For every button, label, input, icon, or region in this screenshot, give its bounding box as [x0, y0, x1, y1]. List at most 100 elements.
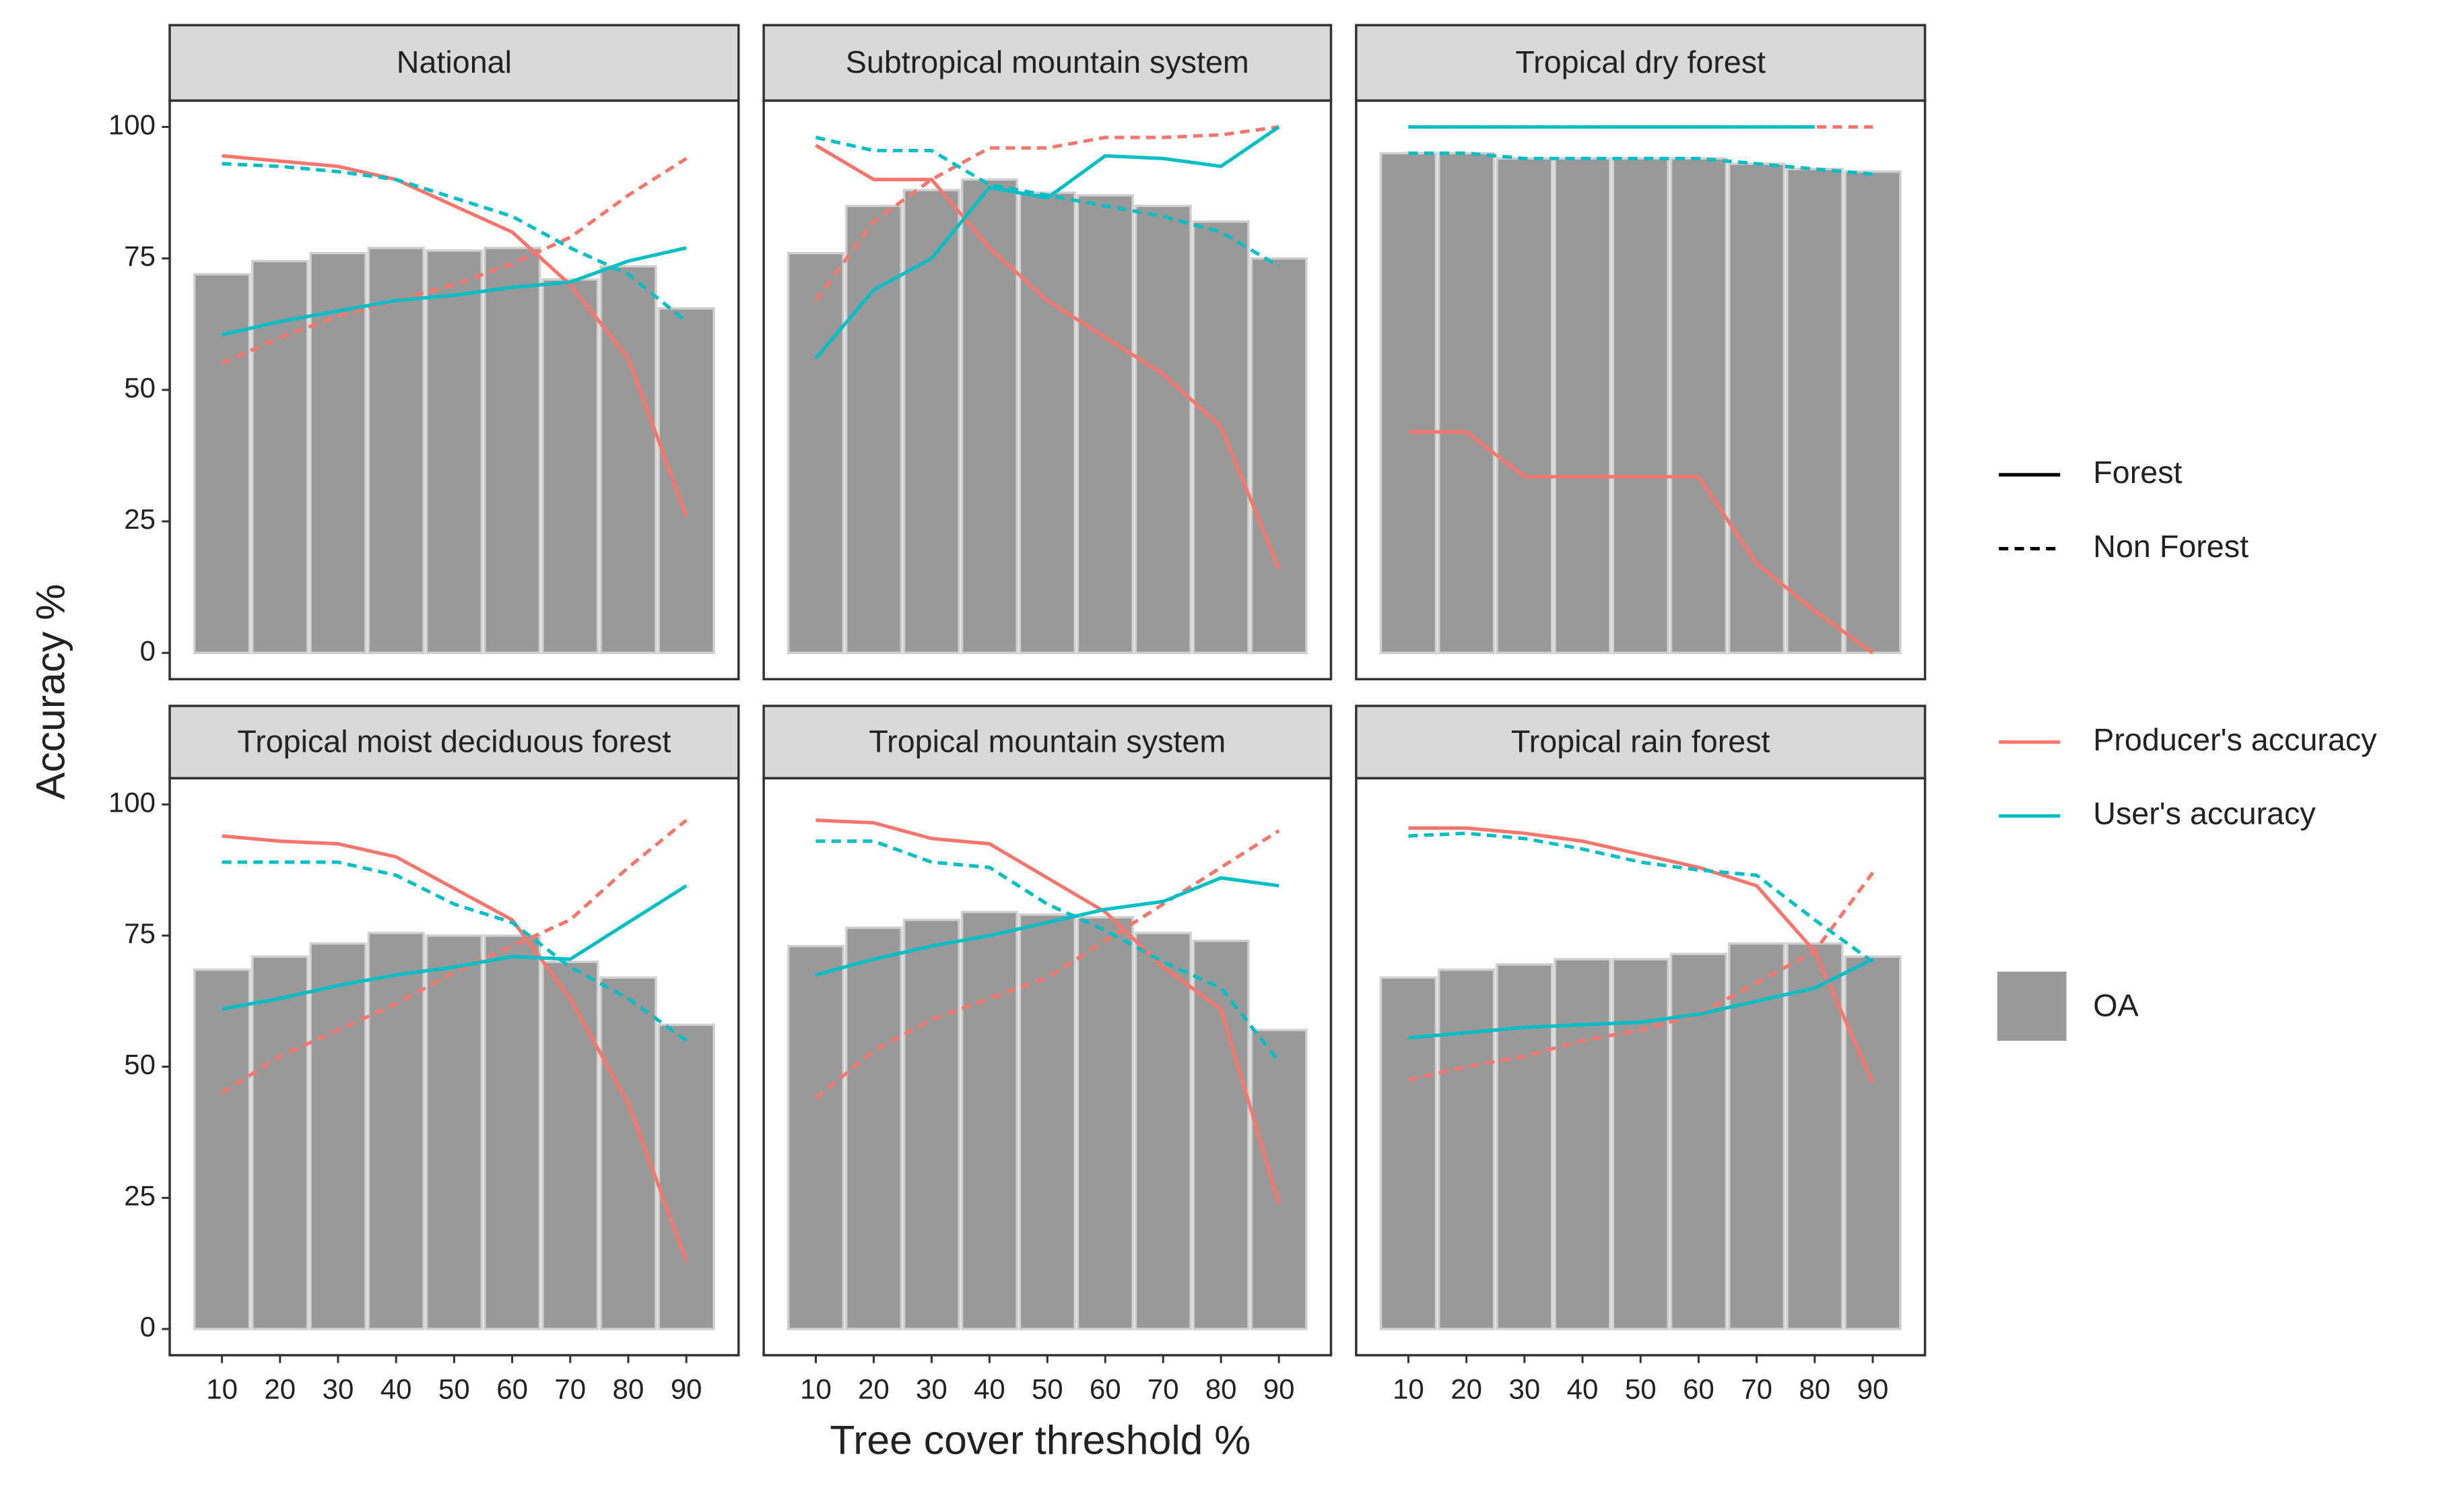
line: [222, 834, 688, 1262]
strip: [1355, 705, 1927, 780]
bar: [1496, 157, 1554, 655]
bar: [1437, 968, 1496, 1330]
x-tick-label: 90: [671, 1373, 702, 1405]
bar: [1437, 152, 1496, 655]
panel-title: National: [397, 44, 512, 79]
bar: [1786, 168, 1844, 655]
bar: [1727, 162, 1786, 655]
bar: [309, 942, 367, 1330]
bar: [425, 934, 484, 1330]
y-tick-label: 0: [140, 1311, 156, 1342]
panel-title: Tropical moist deciduous forest: [237, 723, 671, 758]
x-tick-label: 30: [1508, 1373, 1540, 1405]
bar: [367, 247, 425, 655]
bar: [1018, 913, 1076, 1330]
y-tick-label: 75: [124, 917, 156, 949]
line: [815, 143, 1281, 570]
x-tick-label: 90: [1263, 1373, 1295, 1405]
bar: [657, 307, 715, 655]
line: [1408, 430, 1874, 655]
line: [815, 839, 1281, 1063]
legend-label: Forest: [2093, 455, 2182, 490]
bar: [1611, 958, 1669, 1330]
x-tick-label: 20: [858, 1373, 890, 1405]
y-tick-label: 100: [108, 109, 156, 141]
x-tick-label: 20: [264, 1373, 296, 1405]
x-tick-label: 30: [323, 1373, 354, 1405]
line: [815, 818, 1281, 1204]
x-tick-label: 20: [1451, 1373, 1482, 1405]
bar: [1192, 940, 1250, 1330]
bar: [1076, 194, 1134, 655]
strip: [168, 24, 740, 102]
line: [1408, 826, 1875, 1084]
x-tick-label: 10: [206, 1373, 238, 1405]
bar: [844, 204, 903, 655]
panel-title: Tropical mountain system: [869, 723, 1226, 758]
line: [814, 125, 1279, 302]
bar: [1076, 915, 1134, 1330]
x-tick-label: 90: [1857, 1373, 1889, 1405]
strip: [168, 705, 740, 780]
legend-label: OA: [2093, 987, 2139, 1023]
bar: [1611, 157, 1669, 655]
line: [814, 125, 1280, 360]
bar: [1192, 220, 1250, 655]
x-tick-label: 60: [1090, 1373, 1121, 1405]
bar: [1496, 963, 1554, 1330]
x-tick-label: 60: [496, 1373, 528, 1405]
bar: [1379, 152, 1438, 655]
x-axis-title: Tree cover threshold %: [830, 1417, 1251, 1463]
bar: [1379, 976, 1438, 1330]
bar: [1669, 157, 1728, 655]
bar: [483, 934, 541, 1330]
x-tick-label: 40: [1567, 1373, 1599, 1405]
bar: [1844, 170, 1902, 655]
bar: [960, 178, 1018, 655]
x-tick-label: 80: [1205, 1373, 1237, 1405]
bar: [599, 265, 657, 655]
panel-frame: [762, 99, 1333, 681]
line: [814, 829, 1280, 1100]
bar: [787, 944, 845, 1330]
strip: [1355, 24, 1927, 102]
x-tick-label: 80: [613, 1373, 644, 1405]
line: [1408, 957, 1874, 1040]
bar: [309, 252, 367, 655]
bar: [787, 252, 845, 655]
panel-title: Subtropical mountain system: [846, 44, 1249, 79]
panel-title: Tropical rain forest: [1511, 723, 1770, 758]
line: [815, 135, 1280, 268]
bar: [1134, 204, 1192, 655]
line: [222, 884, 688, 1011]
x-tick-label: 60: [1683, 1373, 1714, 1405]
bar: [844, 926, 903, 1330]
x-tick-label: 40: [380, 1373, 412, 1405]
bar: [541, 278, 599, 655]
y-tick-label: 50: [124, 372, 156, 403]
bar: [1786, 942, 1844, 1330]
x-tick-label: 50: [1625, 1373, 1657, 1405]
x-tick-label: 80: [1799, 1373, 1830, 1405]
legend-key: [1997, 971, 2067, 1041]
legend-label: Producer's accuracy: [2093, 722, 2377, 757]
bar: [960, 911, 1018, 1330]
y-tick-label: 25: [124, 1179, 156, 1211]
bar: [1554, 157, 1611, 655]
y-tick-label: 50: [124, 1049, 156, 1080]
panel-title: Tropical dry forest: [1515, 44, 1766, 79]
line: [222, 860, 688, 1042]
y-tick-label: 100: [108, 786, 156, 818]
x-tick-label: 30: [916, 1373, 947, 1405]
bar: [367, 932, 425, 1330]
legend-label: Non Forest: [2093, 529, 2249, 564]
bar: [1018, 191, 1076, 655]
x-tick-label: 10: [800, 1373, 832, 1405]
x-tick-label: 70: [1147, 1373, 1179, 1405]
bar: [1250, 257, 1308, 655]
bar: [902, 918, 960, 1330]
line: [815, 876, 1279, 977]
bar: [193, 273, 251, 655]
